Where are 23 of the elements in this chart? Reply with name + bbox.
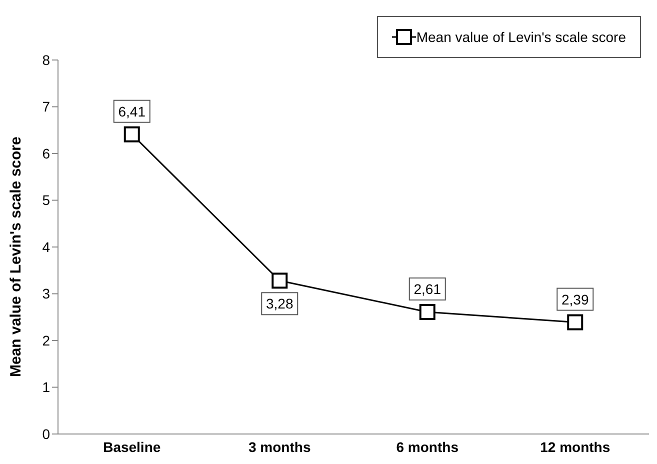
y-axis-title: Mean value of Levin's scale score bbox=[7, 136, 24, 377]
point bbox=[419, 304, 436, 320]
x-tick-label: 6 months bbox=[396, 438, 459, 455]
y-tick-label: 6 bbox=[42, 145, 50, 162]
y-tick-label: 3 bbox=[42, 286, 50, 302]
y-tick-label: 5 bbox=[42, 192, 50, 208]
x-tick-label: Baseline bbox=[103, 438, 161, 455]
x-tick-label: 3 months bbox=[248, 438, 311, 455]
data-label: 2,61 bbox=[414, 280, 442, 297]
data-label: 3,28 bbox=[266, 296, 294, 312]
point bbox=[124, 126, 140, 142]
y-tick-label: 8 bbox=[42, 52, 50, 68]
data-label: 6,41 bbox=[118, 103, 146, 120]
y-tick-label: 1 bbox=[42, 379, 50, 396]
data-label: 2,39 bbox=[562, 291, 589, 308]
point bbox=[272, 272, 288, 289]
x-tick-label: 12 months bbox=[540, 438, 610, 455]
y-tick-label: 2 bbox=[42, 332, 50, 348]
y-tick-label: 7 bbox=[42, 98, 50, 115]
y-tick-label: 0 bbox=[42, 426, 50, 442]
y-tick-label: 4 bbox=[42, 238, 50, 255]
point bbox=[567, 314, 584, 330]
legend-label: Mean value of Levin's scale score bbox=[416, 29, 626, 45]
